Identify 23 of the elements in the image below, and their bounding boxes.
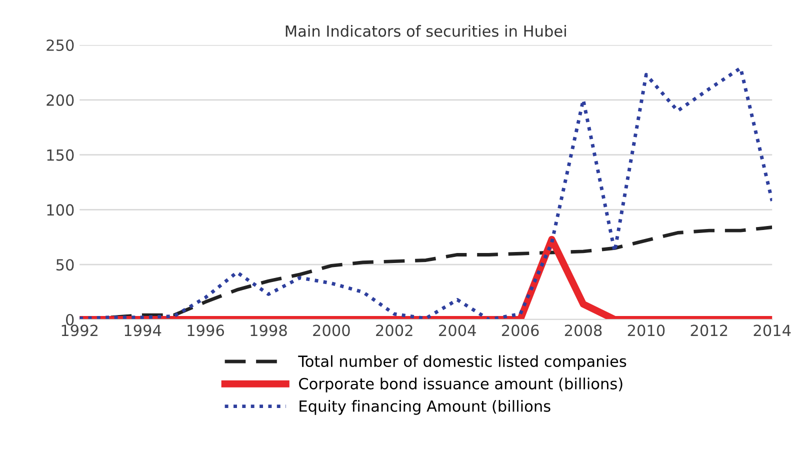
x-tick-label: 2002 bbox=[376, 324, 412, 336]
legend-label: Corporate bond issuance amount (billions) bbox=[299, 378, 622, 392]
x-tick-label: 1992 bbox=[62, 324, 98, 336]
legend-label: Equity financing Amount (billions bbox=[300, 400, 550, 415]
x-tick-label: 2008 bbox=[564, 324, 602, 336]
line-series bbox=[80, 66, 772, 320]
x-tick-label: 2014 bbox=[754, 324, 791, 336]
x-tick-label: 2010 bbox=[628, 324, 665, 336]
y-tick-label: 0 bbox=[66, 314, 74, 326]
chart-title: Main Indicators of securities in Hubei bbox=[286, 25, 566, 37]
y-tick-label: 100 bbox=[47, 204, 74, 216]
x-tick-label: 1996 bbox=[188, 324, 224, 336]
x-tick-label: 1994 bbox=[124, 324, 162, 336]
x-tick-label: 1998 bbox=[250, 324, 287, 336]
legend-label: Total number of domestic listed companies bbox=[298, 355, 626, 370]
x-tick-label: 2006 bbox=[502, 324, 539, 336]
x-tick-label: 2004 bbox=[439, 324, 476, 336]
y-tick-label: 150 bbox=[47, 149, 74, 161]
y-tick-label: 250 bbox=[46, 39, 74, 52]
x-tick-label: 2000 bbox=[313, 324, 350, 336]
x-tick-label: 2012 bbox=[690, 324, 728, 336]
y-tick-label: 200 bbox=[46, 94, 74, 106]
y-tick-label: 50 bbox=[56, 259, 74, 271]
